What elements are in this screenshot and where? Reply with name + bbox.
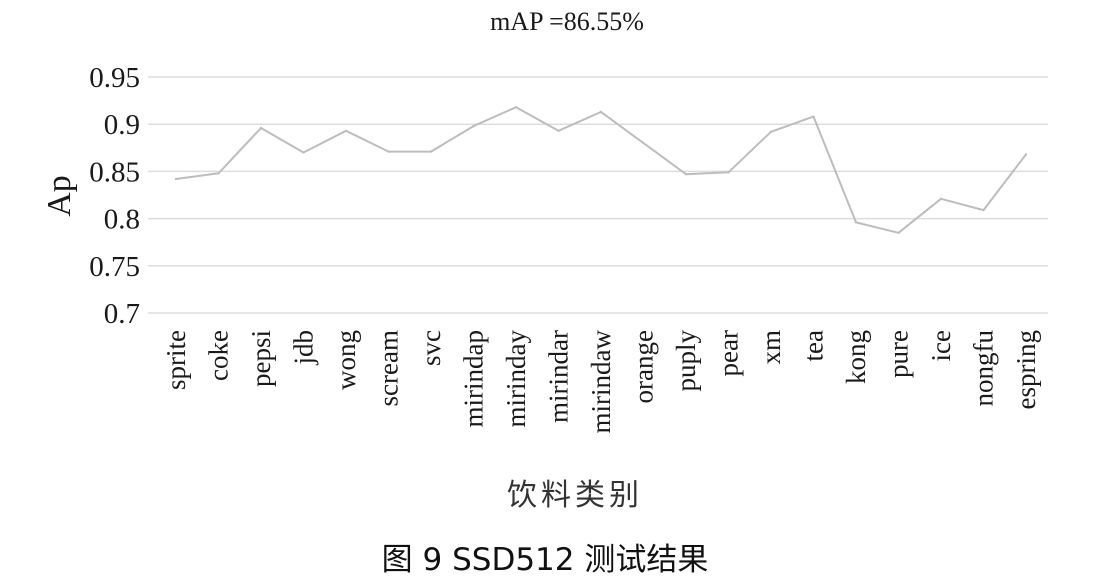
x-tick-label: espring [1011, 330, 1041, 409]
data-point [599, 110, 603, 114]
data-point [939, 197, 943, 200]
x-tick-label: jdb [289, 330, 319, 366]
x-tick-label: scream [374, 330, 404, 406]
data-point [259, 126, 263, 130]
y-tick-label: 0.95 [89, 62, 140, 94]
x-tick-label: mirindap [459, 330, 489, 427]
y-tick-label: 0.8 [104, 204, 140, 236]
y-axis-label: Ap [41, 175, 78, 217]
data-point [557, 129, 560, 133]
y-tick-label: 0.7 [104, 298, 140, 330]
x-tick-label: puply [671, 330, 701, 392]
data-point [344, 129, 348, 133]
series-group [174, 106, 1028, 234]
x-axis-ticks: sprite coke pepsi jdb wong scream svc mirindap m… [161, 330, 1041, 434]
data-point [854, 221, 858, 224]
x-tick-label: mirinday [501, 330, 531, 428]
x-tick-label: pepsi [246, 330, 276, 387]
data-point [1024, 153, 1028, 156]
x-tick-label: nongfu [969, 330, 999, 407]
x-tick-label: sprite [161, 330, 191, 390]
figure-caption: 图 9 SSD512 测试结果 [382, 542, 709, 578]
data-point [897, 231, 900, 234]
x-tick-label: ice [926, 330, 956, 361]
x-tick-label: pure [884, 330, 914, 378]
data-point [387, 150, 390, 153]
x-tick-label: mirindar [544, 330, 574, 423]
data-point [727, 171, 730, 174]
x-tick-label: xm [756, 330, 786, 365]
x-tick-label: wong [331, 330, 361, 390]
x-tick-label: orange [629, 330, 659, 403]
data-point [684, 173, 688, 176]
data-point [174, 177, 178, 181]
data-point [514, 106, 518, 109]
series-line [175, 106, 1027, 234]
data-point [217, 172, 220, 175]
data-point [812, 115, 815, 118]
x-tick-label: pear [714, 330, 744, 376]
chart-title: mAP =86.55% [490, 7, 644, 36]
x-tick-label: coke [204, 330, 234, 381]
data-point [429, 150, 433, 153]
y-tick-label: 0.75 [89, 251, 140, 283]
y-tick-label: 0.85 [89, 156, 140, 188]
x-tick-label: mirindaw [586, 330, 616, 434]
y-axis-ticks: 0.95 0.9 0.85 0.8 0.75 0.7 [89, 62, 140, 330]
x-tick-label: kong [841, 330, 871, 384]
data-point [982, 208, 985, 212]
data-point [472, 124, 475, 128]
data-point [302, 151, 305, 154]
data-point [769, 130, 773, 133]
grid [148, 76, 1048, 314]
x-axis-label: 饮料类别 [507, 478, 643, 513]
x-tick-label: svc [416, 330, 446, 366]
x-tick-label: tea [799, 330, 829, 361]
y-tick-label: 0.9 [104, 109, 140, 141]
data-point [642, 141, 645, 145]
